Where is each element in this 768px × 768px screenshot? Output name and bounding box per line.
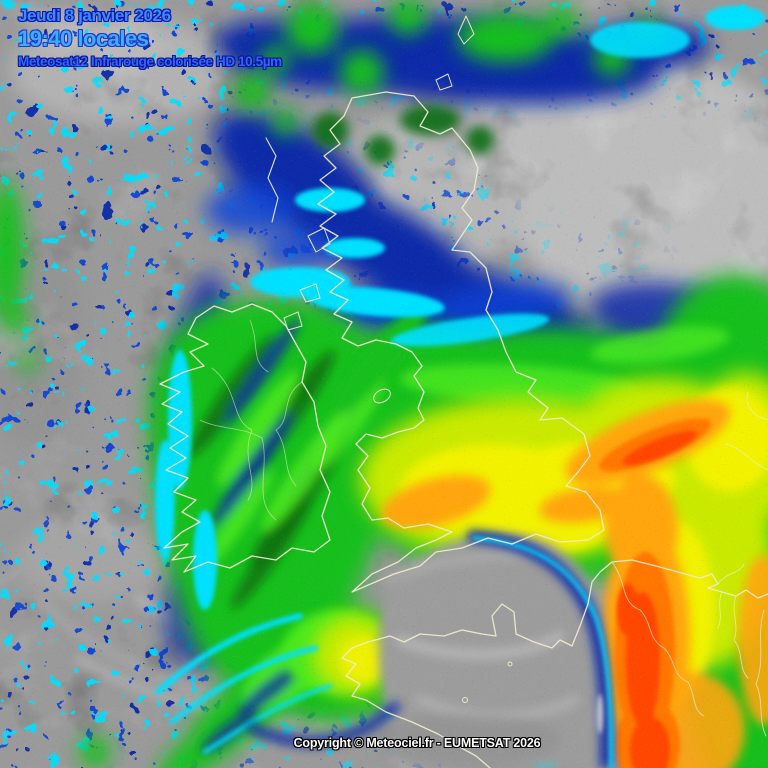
product-label: Meteosat12 Infrarouge colorisée HD 10.5µ… [18, 53, 282, 69]
date-label: Jeudi 8 janvier 2026 [18, 6, 171, 25]
copyright-label: Copyright © Meteociel.fr - EUMETSAT 2026 [293, 736, 541, 750]
coastlines-layer [159, 15, 768, 768]
header-overlay: Jeudi 8 janvier 2026 19:40 locales Meteo… [18, 7, 282, 69]
time-label: 19:40 locales [18, 25, 149, 51]
